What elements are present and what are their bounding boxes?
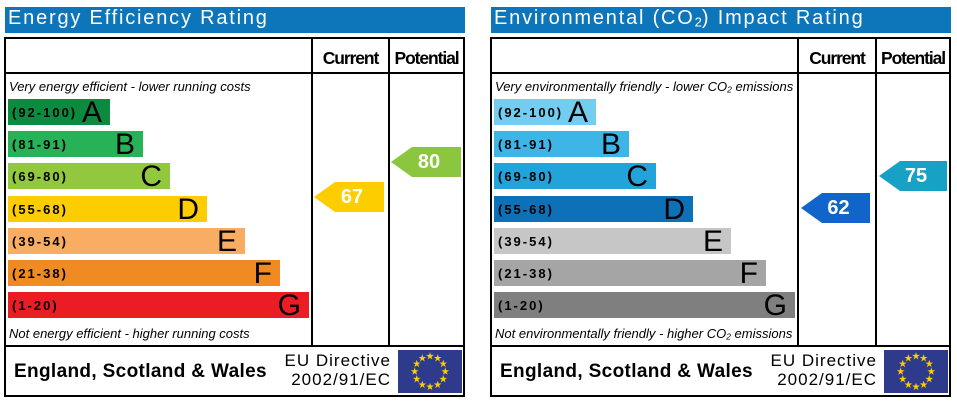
- svg-text:80: 80: [418, 151, 440, 173]
- svg-text:67: 67: [341, 186, 363, 208]
- svg-text:62: 62: [827, 197, 849, 219]
- svg-text:75: 75: [905, 165, 927, 187]
